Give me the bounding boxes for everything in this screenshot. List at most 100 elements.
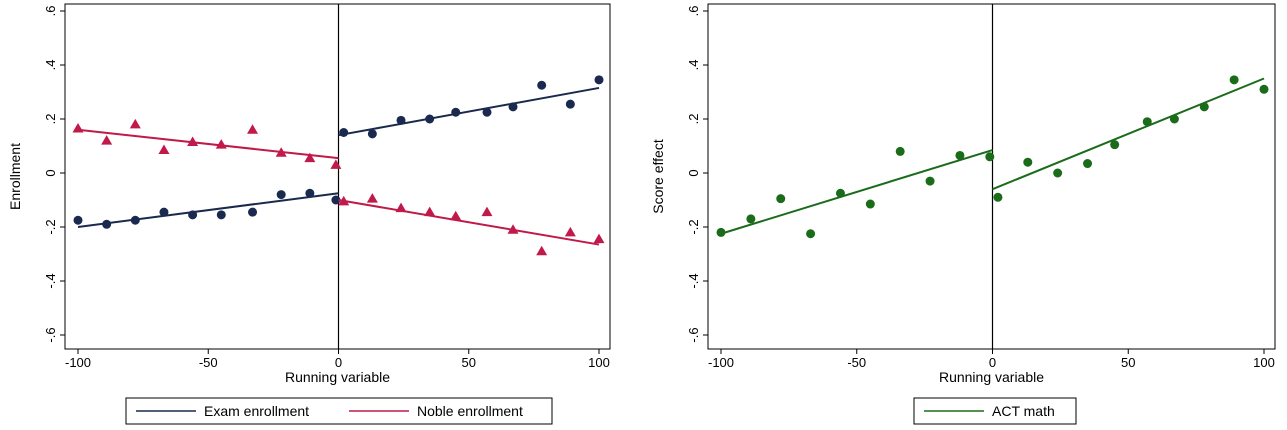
data-point	[835, 188, 845, 198]
data-point	[865, 199, 875, 209]
data-point	[73, 215, 83, 225]
data-point	[304, 152, 316, 163]
x-tick-label: -50	[847, 355, 866, 370]
data-point	[593, 233, 605, 244]
data-point	[746, 214, 756, 224]
data-point	[1259, 84, 1269, 94]
data-point	[806, 229, 816, 239]
data-point	[776, 194, 786, 204]
x-axis-title: Running variable	[285, 369, 390, 385]
data-point	[482, 107, 492, 117]
data-point	[215, 139, 227, 149]
data-point	[187, 136, 199, 146]
data-point	[158, 144, 170, 155]
data-point	[396, 115, 406, 125]
data-point	[305, 188, 315, 198]
legend: ACT math	[913, 397, 1077, 425]
plot-frame	[707, 3, 1276, 350]
y-tick-label: .6	[686, 6, 701, 17]
data-point	[1023, 157, 1033, 167]
data-point	[276, 190, 286, 200]
plot-frame	[64, 3, 611, 350]
legend: Exam enrollment Noble enrollment	[125, 397, 553, 425]
data-point	[481, 206, 493, 217]
data-point	[130, 215, 140, 225]
series-1	[716, 75, 1269, 239]
data-point	[366, 193, 378, 203]
data-point	[101, 135, 113, 145]
data-point	[507, 224, 519, 234]
x-tick-label: 0	[335, 355, 342, 370]
legend-label: Exam enrollment	[204, 403, 309, 419]
y-tick-label: -.6	[43, 327, 58, 342]
data-point	[993, 192, 1003, 202]
series-1	[73, 75, 604, 229]
fit-line	[338, 199, 600, 246]
x-tick-label: 50	[462, 355, 476, 370]
data-point	[248, 207, 258, 217]
data-point	[537, 80, 547, 90]
fit-line	[77, 192, 339, 228]
data-point	[594, 75, 604, 85]
fit-line	[992, 77, 1265, 191]
x-tick-label: -100	[65, 355, 91, 370]
legend-label: ACT math	[992, 403, 1055, 419]
data-point	[450, 210, 462, 221]
fit-line	[338, 86, 600, 137]
y-axis-title: Score effect	[650, 139, 666, 214]
y-tick-label: -.2	[686, 219, 701, 234]
data-point	[424, 206, 436, 217]
data-point	[565, 99, 575, 109]
data-point	[159, 207, 169, 217]
y-tick-label: 0	[43, 169, 58, 176]
data-point	[247, 124, 259, 134]
x-tick-label: -100	[708, 355, 734, 370]
data-point	[367, 129, 377, 139]
data-point	[925, 176, 935, 186]
data-point	[72, 122, 84, 133]
y-tick-label: .6	[43, 6, 58, 17]
y-tick-label: .4	[43, 60, 58, 71]
data-point	[451, 107, 461, 117]
chart-panel-1: -100 -50 0 50 100 -.6 -.4 -.2 0 .2 .4 .6 Running var…	[7, 3, 611, 425]
y-tick-label: .4	[686, 60, 701, 71]
data-point	[564, 226, 576, 237]
y-tick-label: .2	[43, 114, 58, 125]
x-tick-label: -50	[199, 355, 218, 370]
data-point	[425, 114, 435, 124]
data-point	[1229, 75, 1239, 85]
y-tick-label: 0	[686, 169, 701, 176]
data-point	[331, 195, 341, 205]
data-point	[1199, 102, 1209, 112]
data-point	[275, 147, 287, 157]
x-axis-title: Running variable	[939, 369, 1044, 385]
data-point	[339, 128, 349, 137]
x-tick-label: 50	[1121, 355, 1135, 370]
x-tick-label: 100	[1253, 355, 1275, 370]
data-point	[508, 102, 518, 112]
y-tick-label: .2	[686, 114, 701, 125]
data-point	[338, 195, 350, 206]
fit-line	[77, 128, 339, 160]
data-point	[716, 227, 726, 237]
legend-box	[125, 397, 553, 425]
fit-line	[720, 149, 993, 235]
y-tick-label: -.4	[43, 273, 58, 288]
chart-panel-2: -100 -50 0 50 100 -.6 -.4 -.2 0 .2 .4 .6 Running var…	[650, 3, 1276, 425]
series-2	[72, 118, 605, 256]
data-point	[955, 150, 965, 160]
legend-label: Noble enrollment	[417, 403, 523, 419]
data-point	[536, 245, 548, 256]
data-point	[188, 210, 198, 220]
y-tick-label: -.4	[686, 273, 701, 288]
x-tick-label: 0	[989, 355, 996, 370]
data-point	[216, 210, 226, 220]
data-point	[1142, 117, 1152, 127]
data-point	[102, 219, 112, 229]
data-point	[129, 118, 141, 129]
data-point	[895, 146, 905, 156]
data-point	[1110, 140, 1120, 150]
data-point	[985, 152, 995, 162]
y-tick-label: -.6	[686, 327, 701, 342]
